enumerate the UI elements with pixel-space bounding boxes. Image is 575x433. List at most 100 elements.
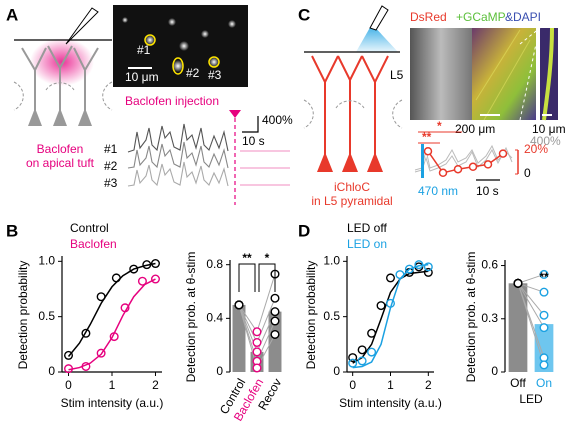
data-point xyxy=(270,307,280,317)
trace xyxy=(127,161,229,187)
soma xyxy=(342,152,358,172)
data-point xyxy=(539,269,549,279)
bar xyxy=(232,304,246,372)
caption: on apical tuft xyxy=(26,156,95,170)
scale-label: 10 s xyxy=(242,134,265,148)
dendrite xyxy=(47,45,73,112)
data-point xyxy=(395,270,405,280)
data-point xyxy=(376,301,386,311)
y-tick-label: 0.5 xyxy=(38,309,55,323)
data-point xyxy=(81,361,91,371)
spot xyxy=(172,60,184,72)
scale-bars xyxy=(242,116,259,133)
fit-curve xyxy=(68,278,156,371)
pipette xyxy=(65,7,99,45)
dendrite xyxy=(311,55,339,158)
soma xyxy=(78,108,92,126)
data-point xyxy=(513,278,523,288)
data-point xyxy=(423,267,433,277)
fit-curve xyxy=(352,270,429,364)
pair-line xyxy=(517,273,545,284)
pair-line xyxy=(238,304,258,343)
x-tick-label: 0 xyxy=(349,378,356,392)
dendrite xyxy=(337,55,363,158)
panel-label: B xyxy=(6,221,18,240)
y-tick-label: 0.5 xyxy=(323,309,340,323)
ratio-point xyxy=(423,146,433,156)
data-point xyxy=(150,274,160,284)
fiber xyxy=(369,5,389,31)
legend-label: LED off xyxy=(347,221,387,235)
image-merge xyxy=(472,28,536,120)
soma xyxy=(53,108,67,126)
spot xyxy=(228,20,236,28)
x-tick-label: 0 xyxy=(65,378,72,392)
calcium-traces xyxy=(127,123,290,187)
ratio-point xyxy=(468,162,478,172)
y-tick-label: 0.4 xyxy=(206,311,223,325)
y-tick-label: 1.0 xyxy=(323,253,340,267)
trace xyxy=(414,144,513,171)
sig-bracket xyxy=(238,263,256,292)
data-point xyxy=(96,348,106,358)
spot xyxy=(179,41,189,51)
x-tick-label: 2 xyxy=(152,378,159,392)
y-axis-label: Detection prob. at θ-stim xyxy=(464,252,478,383)
x-axis-label: LED xyxy=(519,392,543,406)
schematic-c xyxy=(303,5,403,172)
panel-label: C xyxy=(298,5,310,24)
data-point xyxy=(137,276,147,286)
data-point xyxy=(252,363,262,373)
scale-label: 10 s xyxy=(476,184,499,198)
pair-line xyxy=(517,282,545,316)
dashed-border xyxy=(13,81,113,111)
cell-label: #2 xyxy=(186,66,200,80)
pair-line xyxy=(517,283,545,328)
bar xyxy=(508,283,528,372)
data-point xyxy=(270,316,280,326)
legend-label: LED on xyxy=(347,237,387,251)
trace-label: #2 xyxy=(104,159,118,173)
micrograph-c xyxy=(410,27,558,121)
ratio-point xyxy=(498,149,508,158)
injection-label: Baclofen injection xyxy=(125,94,219,108)
x-axis-label: Stim intensity (a.u.) xyxy=(339,396,442,410)
neurons xyxy=(311,55,389,158)
scale-label: 10 μm xyxy=(532,122,566,136)
significance: ** xyxy=(242,251,252,265)
stain-label: &DAPI xyxy=(505,10,541,24)
data-point xyxy=(142,260,152,270)
data-point xyxy=(234,300,244,310)
fit-curve xyxy=(67,262,156,357)
stain-label: +GCaMP xyxy=(456,10,506,24)
dendrite-inset xyxy=(542,27,554,121)
significance: * xyxy=(265,251,270,265)
neurons xyxy=(21,45,99,112)
data-point xyxy=(348,358,358,368)
scale-label: 10 μm xyxy=(125,70,159,84)
dashed-border xyxy=(303,99,403,129)
roi xyxy=(172,57,184,75)
dashed-border xyxy=(335,100,365,109)
data-point xyxy=(64,350,74,360)
x-tick-label: 1 xyxy=(387,378,394,392)
bar xyxy=(268,311,282,372)
layer-label: L5 xyxy=(390,68,404,82)
data-point xyxy=(81,328,91,338)
somata xyxy=(317,152,383,172)
legend-label: Baclofen xyxy=(70,237,117,251)
caption: in L5 pyramidal xyxy=(311,194,392,208)
schematic-a xyxy=(13,7,113,126)
soma xyxy=(28,108,42,126)
caption: iChloC xyxy=(334,180,370,194)
tick-label: 0 xyxy=(524,166,531,180)
data-point xyxy=(252,327,262,337)
data-point xyxy=(539,360,549,370)
significance: ** xyxy=(422,130,432,144)
spot xyxy=(168,18,176,26)
trace xyxy=(127,141,229,169)
somata xyxy=(28,108,92,126)
y-tick-label: 0 xyxy=(491,364,498,378)
data-point xyxy=(64,364,74,374)
soma xyxy=(367,152,383,172)
